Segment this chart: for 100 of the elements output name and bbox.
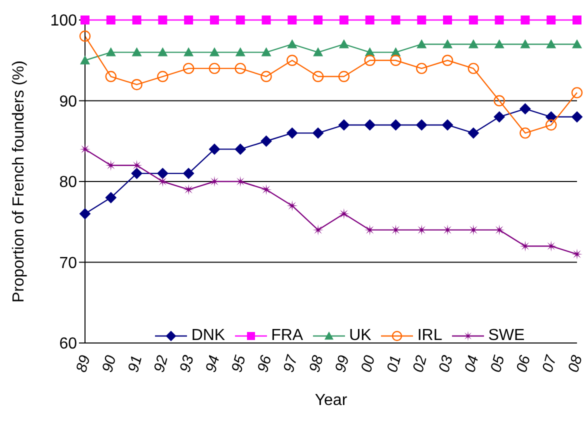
point	[494, 111, 505, 122]
point	[286, 54, 298, 66]
point	[494, 16, 504, 24]
x-tick-label: 01	[384, 354, 405, 374]
x-tick-label: 06	[513, 353, 534, 374]
point	[546, 16, 556, 24]
point	[287, 39, 298, 48]
point	[132, 47, 142, 56]
x-tick-label: 98	[306, 353, 328, 374]
y-tick-label: 100	[50, 12, 78, 30]
point	[314, 16, 323, 24]
point	[105, 70, 116, 82]
point	[364, 224, 376, 236]
x-tick-label: 90	[99, 353, 120, 374]
point	[157, 70, 168, 82]
point	[338, 119, 350, 130]
x-tick-label: 07	[539, 353, 560, 374]
point	[520, 103, 531, 114]
legend-label: IRL	[417, 327, 442, 345]
point	[390, 119, 402, 130]
point	[208, 62, 220, 74]
point	[157, 168, 168, 179]
x-tick-label: 94	[202, 354, 224, 374]
point	[546, 39, 556, 48]
point	[158, 47, 168, 56]
x-tick-label: 91	[124, 354, 146, 374]
point	[183, 184, 194, 196]
point	[182, 62, 194, 74]
point	[443, 16, 452, 24]
point	[572, 16, 582, 24]
point	[260, 70, 272, 82]
legend-label: UK	[349, 327, 372, 345]
x-tick-label: 04	[462, 354, 482, 374]
point	[572, 111, 582, 122]
legend-label: DNK	[191, 327, 226, 345]
y-tick-label: 60	[59, 336, 78, 353]
point	[234, 62, 246, 74]
point	[209, 47, 220, 56]
point	[312, 70, 324, 82]
point	[546, 111, 557, 122]
point	[80, 208, 90, 220]
point	[208, 176, 220, 187]
x-tick-label: 02	[410, 353, 431, 374]
y-axis-title: Proportion of French founders (%)	[10, 60, 28, 302]
point	[338, 208, 350, 220]
point	[132, 16, 142, 24]
point	[468, 128, 479, 139]
point	[313, 47, 324, 56]
point	[468, 16, 478, 24]
point	[442, 54, 454, 66]
legend-label: SWE	[488, 327, 525, 345]
point	[235, 47, 246, 56]
point	[546, 240, 557, 252]
point	[158, 16, 168, 24]
point	[106, 47, 116, 56]
point	[80, 55, 90, 64]
x-tick-label: 93	[176, 353, 198, 374]
point	[236, 16, 245, 24]
x-tick-label: 08	[565, 353, 585, 374]
point	[131, 79, 142, 90]
point	[339, 16, 348, 24]
point	[365, 16, 374, 24]
point	[312, 224, 324, 236]
point	[468, 62, 480, 74]
x-tick-label: 00	[358, 353, 379, 374]
point	[417, 16, 426, 24]
point	[520, 16, 530, 24]
point	[261, 47, 272, 56]
point	[288, 16, 297, 24]
point	[416, 62, 428, 74]
point	[105, 160, 116, 171]
x-tick-label: 89	[73, 353, 94, 374]
point	[364, 119, 376, 130]
point	[131, 168, 142, 179]
point	[572, 248, 582, 260]
point	[364, 54, 376, 66]
point	[571, 87, 583, 98]
x-tick-label: 97	[280, 353, 302, 374]
x-tick-label: 92	[150, 353, 172, 374]
point	[338, 39, 349, 48]
point	[286, 128, 298, 139]
point	[260, 136, 272, 147]
point	[262, 16, 271, 24]
point	[312, 128, 324, 139]
point	[468, 39, 478, 48]
x-axis-title: Year	[314, 392, 348, 409]
legend-label: FRA	[271, 327, 304, 345]
y-tick-label: 80	[59, 174, 78, 192]
point	[546, 119, 557, 131]
x-tick-label: 96	[254, 353, 276, 374]
point	[442, 119, 454, 130]
point	[390, 224, 402, 236]
point	[286, 200, 298, 212]
point	[416, 119, 428, 130]
point	[80, 144, 90, 155]
point	[79, 30, 91, 42]
point	[184, 16, 194, 24]
point	[391, 16, 400, 24]
point	[442, 39, 453, 48]
point	[105, 192, 116, 204]
